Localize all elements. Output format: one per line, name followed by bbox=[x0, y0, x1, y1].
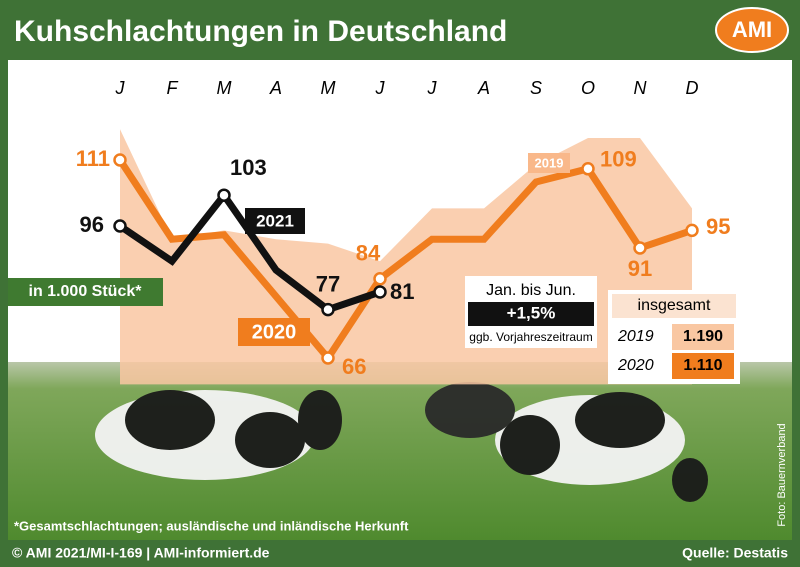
x-tick-label: O bbox=[581, 78, 595, 98]
point bbox=[113, 153, 127, 167]
data-label: 95 bbox=[706, 214, 730, 239]
series-name-box bbox=[528, 153, 570, 173]
unit-box bbox=[8, 278, 163, 306]
chart-title: Kuhschlachtungen in Deutschland bbox=[14, 15, 507, 48]
totals-title: insgesamt bbox=[638, 297, 711, 314]
x-tick-label: F bbox=[167, 78, 179, 98]
x-tick-label: S bbox=[530, 78, 542, 98]
point bbox=[113, 219, 127, 233]
point bbox=[321, 302, 335, 317]
cow bbox=[575, 392, 665, 448]
totals-year: 2019 bbox=[617, 328, 654, 345]
x-tick-label: D bbox=[686, 78, 699, 98]
point bbox=[373, 285, 387, 299]
point bbox=[685, 223, 699, 238]
data-label: 96 bbox=[80, 212, 104, 237]
point bbox=[217, 188, 231, 202]
change-note: ggb. Vorjahreszeitraum bbox=[469, 330, 592, 344]
series-name: 2020 bbox=[252, 321, 297, 343]
series-name-box bbox=[245, 208, 305, 234]
x-tick-label: J bbox=[427, 78, 438, 98]
point bbox=[633, 241, 647, 255]
change-value: +1,5% bbox=[507, 303, 556, 322]
data-label: 77 bbox=[316, 271, 340, 296]
logo bbox=[715, 7, 789, 53]
x-tick-label: A bbox=[269, 78, 282, 98]
totals-year: 2020 bbox=[617, 357, 654, 374]
cow bbox=[425, 382, 515, 438]
point bbox=[373, 272, 387, 286]
series-name: 2019 bbox=[535, 155, 564, 170]
data-label: 111 bbox=[76, 146, 110, 171]
data-label: 84 bbox=[356, 241, 381, 266]
cow bbox=[500, 415, 560, 475]
photo-credit: Foto: Bauernverband bbox=[776, 423, 788, 526]
change-title: Jan. bis Jun. bbox=[486, 282, 576, 299]
x-tick-label: N bbox=[634, 78, 648, 98]
x-tick-label: M bbox=[321, 78, 336, 98]
cow bbox=[298, 390, 342, 450]
x-tick-label: J bbox=[115, 78, 126, 98]
data-label: 109 bbox=[600, 147, 637, 172]
series-name: 2021 bbox=[256, 211, 294, 230]
line bbox=[117, 158, 694, 364]
data-label: 103 bbox=[230, 155, 267, 180]
cow bbox=[235, 412, 305, 468]
totals-swatch bbox=[672, 353, 734, 379]
totals-value: 1.110 bbox=[683, 357, 722, 374]
totals-value: 1.190 bbox=[683, 328, 723, 345]
cow bbox=[672, 458, 708, 502]
data-label: 66 bbox=[342, 354, 366, 379]
data-label: 91 bbox=[628, 256, 652, 281]
totals-header bbox=[612, 294, 736, 318]
logo-text: AMI bbox=[732, 17, 772, 42]
copyright: © AMI 2021/MI-I-169 | AMI-informiert.de bbox=[12, 545, 270, 561]
x-tick-label: A bbox=[477, 78, 490, 98]
x-tick-label: M bbox=[217, 78, 232, 98]
x-tick-label: J bbox=[375, 78, 386, 98]
cows bbox=[95, 382, 708, 502]
footnote: *Gesamtschlachtungen; ausländische und i… bbox=[14, 518, 409, 533]
totals-swatch bbox=[672, 324, 734, 350]
data-label: 81 bbox=[390, 279, 414, 304]
series-name-box bbox=[238, 318, 310, 346]
source: Quelle: Destatis bbox=[682, 545, 788, 561]
unit-label: in 1.000 Stück* bbox=[29, 283, 143, 300]
point bbox=[581, 162, 595, 176]
point bbox=[321, 351, 335, 365]
change-bar bbox=[468, 302, 594, 326]
cow bbox=[125, 390, 215, 450]
